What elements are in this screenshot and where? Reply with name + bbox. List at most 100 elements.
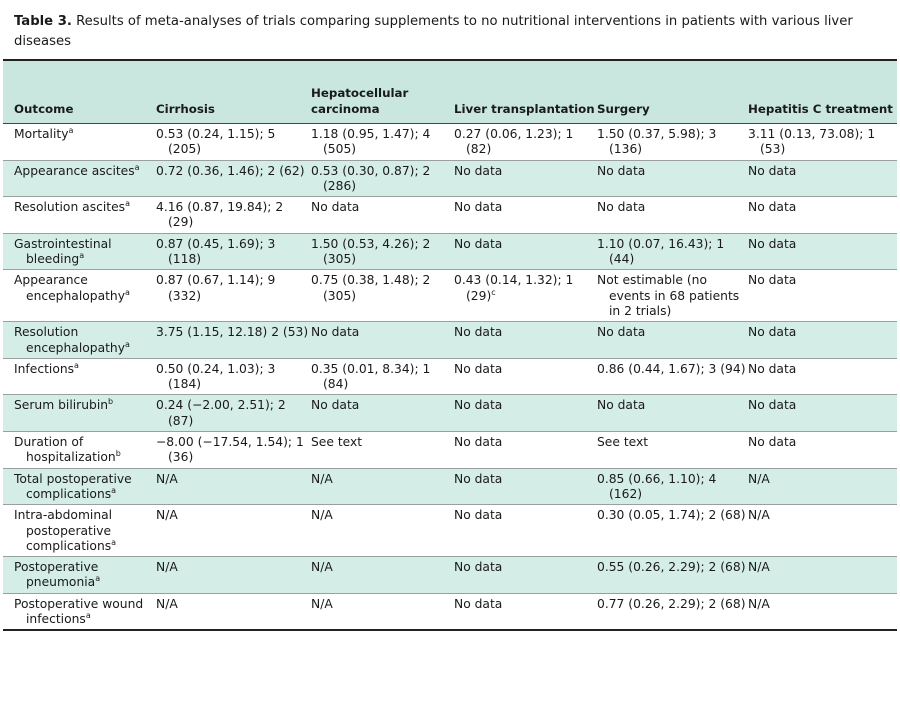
cell-value: No data xyxy=(311,398,360,413)
cell-hcc: N/A xyxy=(311,556,454,594)
cell-cirrhosis: 0.50 (0.24, 1.03); 3 (184) xyxy=(156,357,311,395)
cell-hepc: N/A xyxy=(748,592,897,632)
cell-value: 0.53 (0.24, 1.15); 5 (205) xyxy=(156,127,276,157)
footnote-marker: a xyxy=(111,485,117,495)
cell-value: 0.43 (0.14, 1.32); 1 (29) xyxy=(454,273,574,303)
cell-hepc: N/A xyxy=(748,504,897,557)
cell-outcome: Total postoperative complicationsa xyxy=(3,467,156,505)
cell-value: No data xyxy=(454,435,503,450)
cell-value: See text xyxy=(311,435,363,450)
cell-value: 0.24 (−2.00, 2.51); 2 (87) xyxy=(156,398,286,428)
cell-hcc: No data xyxy=(311,321,454,359)
footnote-marker: b xyxy=(115,449,121,459)
outcome-label: Resolution ascites xyxy=(14,200,126,215)
cell-cirrhosis: 0.72 (0.36, 1.46); 2 (62) xyxy=(156,159,311,197)
cell-outcome: Intra-abdominal postoperative complicati… xyxy=(3,504,156,557)
cell-outcome: Serum bilirubinb xyxy=(3,394,156,432)
cell-value: No data xyxy=(748,435,797,450)
cell-value: No data xyxy=(454,471,503,486)
cell-value: No data xyxy=(748,273,797,288)
header-hepatocellular-carcinoma: Hepatocellular carcinoma xyxy=(311,61,454,124)
cell-value: N/A xyxy=(156,508,178,523)
cell-liver: No data xyxy=(454,556,597,594)
cell-cirrhosis: 0.24 (−2.00, 2.51); 2 (87) xyxy=(156,394,311,432)
cell-value: 0.86 (0.44, 1.67); 3 (94) xyxy=(597,361,746,376)
outcome-label: Postoperative wound infections xyxy=(14,596,144,627)
cell-value: Not estimable (no events in 68 patients … xyxy=(597,273,740,318)
cell-hepc: No data xyxy=(748,357,897,395)
cell-hcc: N/A xyxy=(311,467,454,505)
footnote-marker: a xyxy=(79,250,85,260)
cell-value: 0.75 (0.38, 1.48); 2 (305) xyxy=(311,273,431,303)
footnote-marker: b xyxy=(108,397,114,407)
outcome-label: Gastrointestinal bleeding xyxy=(14,236,112,267)
cell-value: 1.50 (0.37, 5.98); 3 (136) xyxy=(597,127,717,157)
cell-value: 0.72 (0.36, 1.46); 2 (62) xyxy=(156,163,305,178)
cell-hepc: No data xyxy=(748,431,897,469)
table-row: Infectionsa 0.50 (0.24, 1.03); 3 (184) 0.3… xyxy=(3,357,897,395)
header-cirrhosis: Cirrhosis xyxy=(156,61,311,124)
cell-hcc: 0.53 (0.30, 0.87); 2 (286) xyxy=(311,159,454,197)
cell-cirrhosis: N/A xyxy=(156,504,311,557)
cell-liver: No data xyxy=(454,467,597,505)
cell-outcome: Gastrointestinal bleedinga xyxy=(3,232,156,270)
cell-outcome: Mortalitya xyxy=(3,123,156,161)
cell-value: 1.50 (0.53, 4.26); 2 (305) xyxy=(311,236,431,267)
cell-hcc: 0.75 (0.38, 1.48); 2 (305) xyxy=(311,269,454,322)
table-row: Serum bilirubinb 0.24 (−2.00, 2.51); 2 (8… xyxy=(3,394,897,432)
cell-hcc: 1.18 (0.95, 1.47); 4 (505) xyxy=(311,123,454,161)
cell-surgery: Not estimable (no events in 68 patients … xyxy=(597,269,748,322)
table-row: Appearance encephalopathya 0.87 (0.67, 1.… xyxy=(3,269,897,322)
cell-value: 0.55 (0.26, 2.29); 2 (68) xyxy=(597,560,746,575)
cell-value: 1.18 (0.95, 1.47); 4 (505) xyxy=(311,127,431,157)
outcome-label: Intra-abdominal postoperative complicati… xyxy=(14,508,113,553)
table-label: Table 3. xyxy=(14,14,72,29)
cell-outcome: Resolution encephalopathya xyxy=(3,321,156,359)
table-caption: Table 3. Results of meta-analyses of tri… xyxy=(14,12,886,52)
table-row: Appearance ascitesa 0.72 (0.36, 1.46); 2 … xyxy=(3,159,897,197)
footnote-marker: a xyxy=(74,360,79,370)
cell-outcome: Infectionsa xyxy=(3,357,156,395)
footnote-marker: a xyxy=(111,537,117,547)
cell-surgery: 1.50 (0.37, 5.98); 3 (136) xyxy=(597,123,748,161)
cell-value: No data xyxy=(748,163,797,178)
cell-surgery: No data xyxy=(597,159,748,197)
cell-value: 0.35 (0.01, 8.34); 1 (84) xyxy=(311,361,431,392)
cell-value: N/A xyxy=(156,560,178,575)
cell-hepc: No data xyxy=(748,196,897,234)
cell-outcome: Duration of hospitalizationb xyxy=(3,431,156,469)
cell-value: No data xyxy=(454,361,503,376)
cell-liver: No data xyxy=(454,592,597,632)
cell-value: 4.16 (0.87, 19.84); 2 (29) xyxy=(156,200,284,230)
cell-hepc: No data xyxy=(748,269,897,322)
cell-value: See text xyxy=(597,435,649,450)
header-outcome: Outcome xyxy=(3,61,156,124)
cell-value: 3.11 (0.13, 73.08); 1 (53) xyxy=(748,127,876,157)
cell-hcc: No data xyxy=(311,196,454,234)
table-row: Duration of hospitalizationb −8.00 (−17.5… xyxy=(3,431,897,469)
cell-surgery: 0.55 (0.26, 2.29); 2 (68) xyxy=(597,556,748,594)
cell-value: 0.30 (0.05, 1.74); 2 (68) xyxy=(597,508,746,523)
cell-surgery: No data xyxy=(597,394,748,432)
header-hepatitis-c: Hepatitis C treatment xyxy=(748,61,897,124)
outcome-label: Infections xyxy=(14,361,75,376)
cell-value: No data xyxy=(454,560,503,575)
cell-value: N/A xyxy=(748,508,770,523)
cell-cirrhosis: 3.75 (1.15, 12.18) 2 (53) xyxy=(156,321,311,359)
outcome-label: Duration of hospitalization xyxy=(14,435,116,465)
cell-value: N/A xyxy=(311,596,333,611)
cell-value: No data xyxy=(454,163,503,178)
cell-hcc: N/A xyxy=(311,592,454,632)
cell-value: 0.27 (0.06, 1.23); 1 (82) xyxy=(454,127,574,157)
cell-value: No data xyxy=(454,596,503,611)
cell-value: N/A xyxy=(311,471,333,486)
cell-hcc: No data xyxy=(311,394,454,432)
cell-outcome: Appearance encephalopathya xyxy=(3,269,156,322)
cell-hepc: No data xyxy=(748,394,897,432)
cell-value: 0.77 (0.26, 2.29); 2 (68) xyxy=(597,596,746,611)
cell-surgery: No data xyxy=(597,321,748,359)
cell-value: N/A xyxy=(311,508,333,523)
cell-value: N/A xyxy=(311,560,333,575)
cell-hepc: N/A xyxy=(748,556,897,594)
